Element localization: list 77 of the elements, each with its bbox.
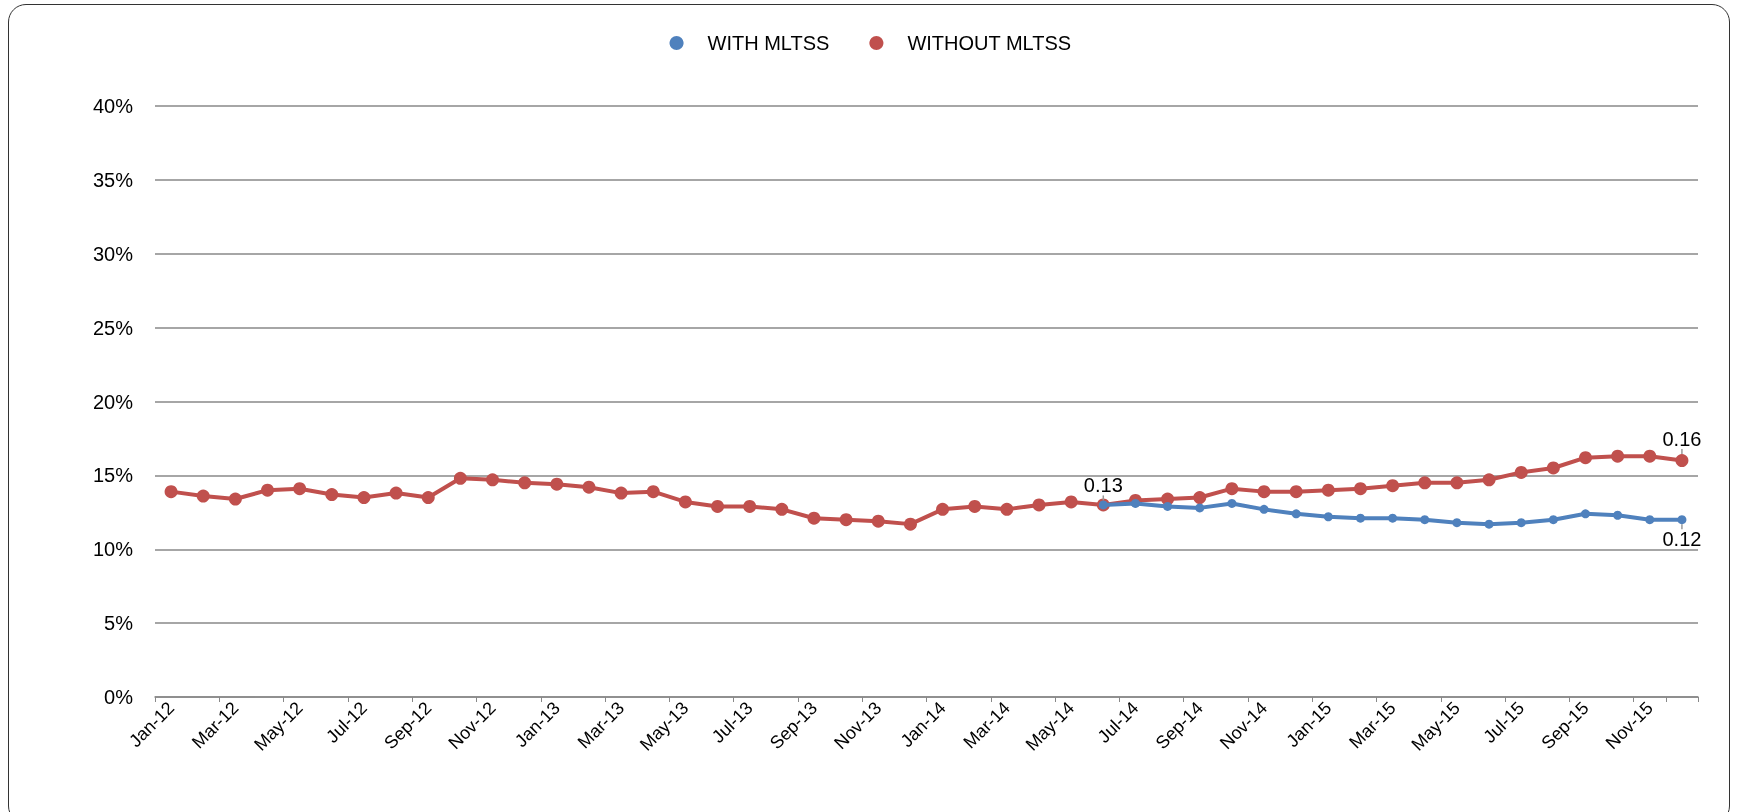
point — [1579, 451, 1592, 465]
point — [1643, 449, 1657, 463]
point — [903, 517, 917, 531]
point — [228, 492, 242, 506]
point — [1482, 473, 1496, 487]
point — [1000, 502, 1014, 516]
point — [1353, 482, 1367, 496]
point — [1321, 483, 1335, 497]
point — [807, 511, 821, 525]
point — [871, 514, 885, 528]
legend-label: WITHOUT MLTSS — [907, 32, 1072, 54]
legend-label: WITH MLTSS — [707, 32, 830, 54]
point — [1225, 482, 1239, 496]
point — [293, 482, 307, 496]
point — [1291, 509, 1301, 519]
point — [1418, 476, 1432, 490]
point — [1193, 491, 1207, 505]
point — [1323, 512, 1333, 522]
point — [421, 491, 435, 505]
y-tick-label: 20% — [92, 390, 134, 413]
y-tick-label: 0% — [104, 686, 134, 708]
point — [936, 502, 950, 516]
point — [389, 486, 403, 500]
point — [968, 499, 982, 513]
point — [582, 480, 596, 494]
point — [196, 489, 210, 503]
point — [1289, 485, 1303, 499]
point — [1613, 510, 1623, 520]
y-tick-label: 40% — [92, 95, 134, 117]
point — [1484, 519, 1494, 529]
point — [1386, 479, 1400, 493]
point — [1227, 498, 1237, 508]
point — [711, 499, 725, 513]
point — [678, 495, 692, 509]
point — [1548, 515, 1558, 525]
point — [1130, 498, 1140, 508]
point — [1257, 485, 1271, 499]
y-tick-label: 25% — [92, 316, 134, 339]
point — [1420, 515, 1430, 525]
y-tick-label: 15% — [92, 464, 134, 487]
point — [453, 471, 467, 485]
point — [1546, 461, 1560, 475]
point — [839, 513, 853, 527]
point — [1452, 518, 1462, 528]
point — [646, 485, 660, 499]
point — [743, 499, 757, 513]
data-label: 0.13 — [1083, 474, 1123, 497]
point — [614, 486, 628, 500]
point — [1514, 465, 1528, 479]
point — [1355, 513, 1365, 523]
point — [1645, 515, 1655, 525]
point — [325, 488, 339, 502]
y-tick-label: 5% — [104, 612, 134, 635]
point — [1064, 495, 1078, 509]
point — [1677, 515, 1687, 525]
point — [164, 485, 178, 499]
point — [486, 473, 500, 487]
point — [1675, 454, 1689, 468]
point — [261, 483, 275, 497]
y-tick-label: 35% — [92, 168, 134, 191]
point — [357, 491, 371, 505]
point — [775, 502, 789, 516]
point — [1516, 518, 1526, 528]
point — [1163, 501, 1173, 511]
point — [1611, 449, 1625, 463]
data-label: 0.12 — [1662, 528, 1702, 551]
point — [1195, 503, 1205, 513]
point — [1388, 513, 1398, 523]
data-label: 0.16 — [1662, 428, 1702, 451]
y-tick-label: 30% — [92, 242, 134, 265]
point — [518, 476, 532, 490]
point — [550, 477, 564, 491]
point — [1581, 509, 1590, 519]
y-tick-label: 10% — [92, 538, 134, 561]
point — [1032, 498, 1046, 512]
point — [1450, 476, 1464, 490]
point — [1259, 504, 1269, 514]
